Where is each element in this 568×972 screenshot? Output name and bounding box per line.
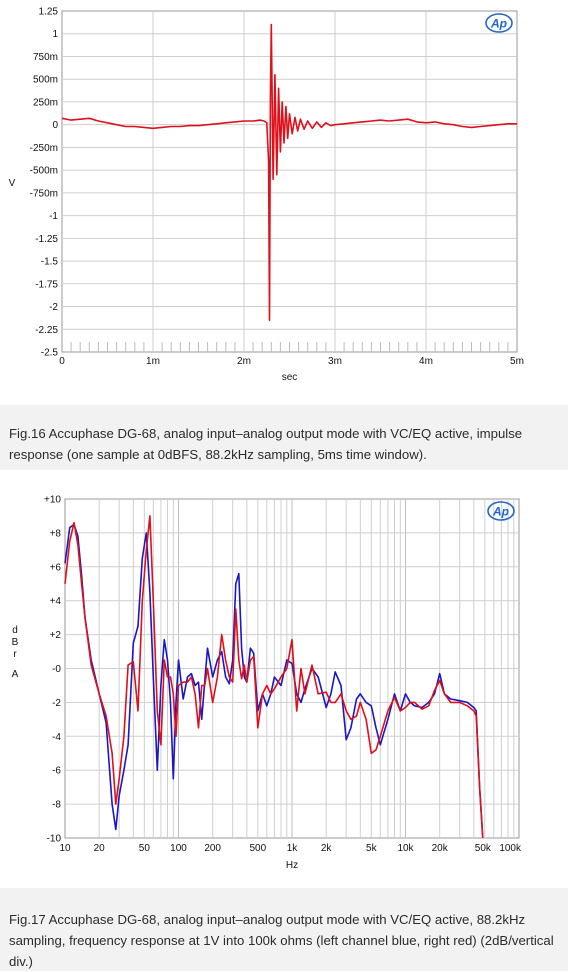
y-tick-label: -1: [49, 211, 58, 222]
y-tick-label: +4: [50, 596, 62, 607]
x-tick-label: 5k: [366, 843, 378, 854]
x-tick-label: 100: [170, 843, 187, 854]
y-axis-title-char: d: [12, 625, 18, 636]
y-tick-label: -1.75: [35, 279, 58, 290]
ap-logo-icon: [485, 13, 513, 33]
y-axis-title-char: A: [12, 669, 19, 680]
x-tick-label: 1m: [146, 356, 160, 367]
x-tick-label: 50: [139, 843, 151, 854]
ap-logo-text: Ap: [490, 17, 507, 31]
x-tick-label: 200: [204, 843, 221, 854]
impulse-series-line: [61, 23, 517, 322]
right-channel-line: [64, 515, 484, 839]
plot-frame: [61, 10, 518, 353]
y-tick-label: -2.5: [41, 348, 59, 359]
y-tick-label: -2: [49, 302, 58, 313]
x-tick-label: 3m: [328, 356, 342, 367]
x-tick-label: 4m: [419, 356, 433, 367]
x-tick-label: 2k: [321, 843, 333, 854]
ap-logo-icon: [487, 501, 515, 521]
frequency-response-chart: +10 +8 +6 +4 +2 -0 -2 -4 -6 -8 -10 10 20 50 100 200 500 1…: [0, 488, 568, 888]
x-tick-label: 20: [94, 843, 106, 854]
impulse-response-plot: 1.25 1 750m 500m 250m 0 -250m -500m -750m -1 -1.25…: [9, 7, 524, 384]
y-tick-label: +8: [50, 528, 62, 539]
y-tick-label: -1.25: [35, 234, 58, 245]
y-tick-label: +2: [50, 630, 62, 641]
x-axis-title: Hz: [286, 860, 298, 871]
fig17-caption: Fig.17 Accuphase DG-68, analog input–ana…: [0, 888, 568, 971]
y-axis-title: V: [9, 178, 16, 189]
y-axis-title-char: r: [13, 649, 17, 660]
y-tick-label: -2: [52, 698, 61, 709]
y-tick-label: -750m: [30, 188, 58, 199]
y-tick-label: -1.5: [41, 257, 59, 268]
x-tick-label: 500: [249, 843, 266, 854]
y-tick-label: -0: [52, 664, 61, 675]
x-tick-label: 100k: [499, 843, 522, 854]
x-tick-label: 1k: [287, 843, 299, 854]
y-tick-label: -8: [52, 800, 61, 811]
x-axis-title: sec: [282, 372, 298, 383]
y-tick-label: -500m: [30, 166, 58, 177]
spacer: [0, 470, 568, 488]
y-tick-label: +10: [44, 495, 61, 506]
y-tick-label: +6: [50, 562, 62, 573]
x-tick-label: 10k: [397, 843, 414, 854]
y-tick-label: -10: [47, 834, 62, 845]
fig16-caption: Fig.16 Accuphase DG-68, analog input–ana…: [0, 405, 568, 470]
x-tick-label: 5m: [510, 356, 524, 367]
y-tick-label: -6: [52, 766, 61, 777]
x-tick-label: 10: [59, 843, 71, 854]
y-tick-label: 250m: [33, 97, 58, 108]
x-tick-label: 20k: [432, 843, 449, 854]
y-axis-title-char: B: [12, 637, 19, 648]
x-tick-label: 50k: [475, 843, 492, 854]
y-tick-label: 0: [52, 120, 58, 131]
x-tick-label: 2m: [237, 356, 251, 367]
y-tick-label: -250m: [30, 143, 58, 154]
impulse-response-chart: 1.25 1 750m 500m 250m 0 -250m -500m -750m -1 -1.25…: [0, 0, 568, 405]
y-tick-label: 750m: [33, 52, 58, 63]
y-tick-label: 1.25: [39, 7, 59, 18]
y-tick-label: -4: [52, 732, 61, 743]
y-tick-label: 1: [52, 29, 58, 40]
y-tick-label: -2.25: [35, 325, 58, 336]
y-tick-label: 500m: [33, 75, 58, 86]
ap-logo-text: Ap: [492, 505, 509, 519]
x-tick-label: 0: [59, 356, 65, 367]
